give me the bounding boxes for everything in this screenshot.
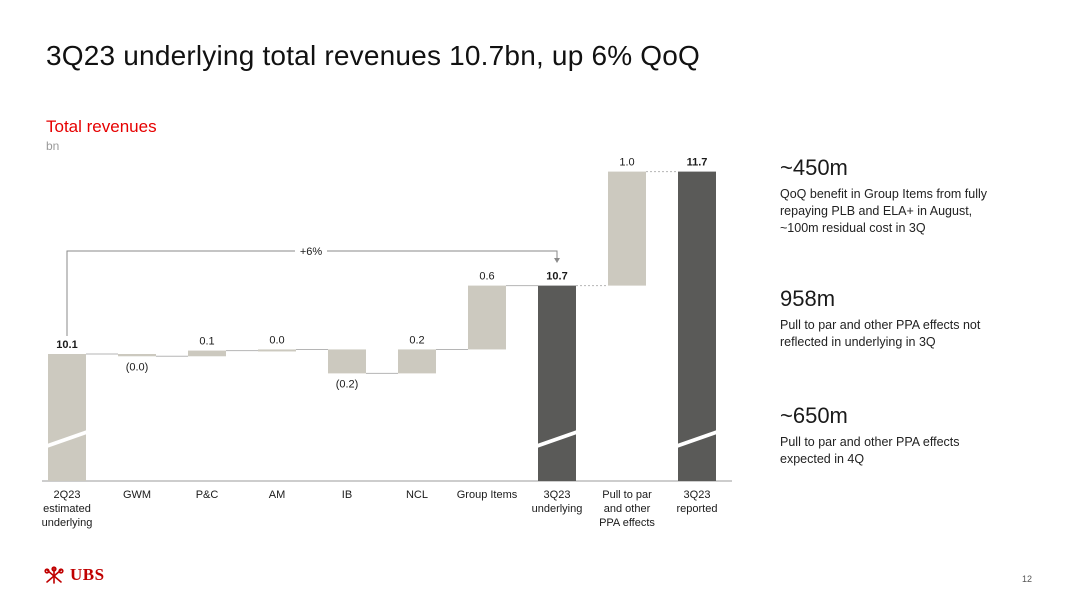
category-label: 3Q23 xyxy=(544,489,571,501)
category-label: NCL xyxy=(406,489,428,501)
note-text: QoQ benefit in Group Items from fully re… xyxy=(780,186,1040,237)
waterfall-chart: 10.1 2Q23 estimated underlying (0.0) GWM 0.1 P&… xyxy=(42,157,732,529)
page-title: 3Q23 underlying total revenues 10.7bn, u… xyxy=(46,40,701,71)
note-headline: 958m xyxy=(780,286,836,311)
bar-3 xyxy=(188,350,226,357)
axis-break-mark xyxy=(47,430,87,448)
bar-5 xyxy=(328,349,366,374)
note-text: Pull to par and other PPA effects expect… xyxy=(780,434,1040,468)
category-label: P&C xyxy=(196,489,219,501)
keys-icon xyxy=(44,566,64,584)
data-label: 0.2 xyxy=(409,334,424,346)
category-label: IB xyxy=(342,489,352,501)
bar-9 xyxy=(608,171,646,286)
bar-6 xyxy=(398,349,436,374)
bar-10 xyxy=(678,171,716,481)
note-line: reflected in underlying in 3Q xyxy=(780,335,936,349)
data-label: 11.7 xyxy=(687,157,708,169)
note-ppa-4q: ~650m Pull to par and other PPA effects … xyxy=(780,403,1040,468)
category-label: Group Items xyxy=(457,489,518,501)
chart-unit-label: bn xyxy=(46,139,60,153)
data-label: 0.6 xyxy=(479,271,494,283)
note-line: QoQ benefit in Group Items from fully xyxy=(780,187,988,201)
note-ppa-3q: 958m Pull to par and other PPA effects n… xyxy=(780,286,1040,351)
logo-wordmark: UBS xyxy=(70,565,105,584)
note-line: ~100m residual cost in 3Q xyxy=(780,221,926,235)
data-label: (0.2) xyxy=(336,378,359,390)
category-label: Pull to par xyxy=(602,489,652,501)
bar-4 xyxy=(258,349,296,352)
data-label: (0.0) xyxy=(126,361,149,373)
note-text: Pull to par and other PPA effects not re… xyxy=(780,317,1040,351)
data-label: 1.0 xyxy=(619,157,634,169)
category-label: estimated xyxy=(43,503,91,515)
data-label: 0.0 xyxy=(269,334,284,346)
data-label: 10.7 xyxy=(546,271,567,283)
category-label: and other xyxy=(604,503,651,515)
note-line: expected in 4Q xyxy=(780,452,865,466)
note-headline: ~450m xyxy=(780,155,848,180)
category-label: underlying xyxy=(532,503,583,515)
page-number: 12 xyxy=(1022,574,1033,584)
ubs-logo: UBS xyxy=(44,565,105,585)
note-line: Pull to par and other PPA effects xyxy=(780,435,960,449)
category-label: underlying xyxy=(42,517,93,529)
category-label: PPA effects xyxy=(599,517,655,529)
growth-label: +6% xyxy=(300,246,323,258)
note-line: Pull to par and other PPA effects not xyxy=(780,318,981,332)
note-line: repaying PLB and ELA+ in August, xyxy=(780,204,973,218)
note-group-items: ~450m QoQ benefit in Group Items from fu… xyxy=(780,155,1040,237)
category-label: GWM xyxy=(123,489,151,501)
bar-7 xyxy=(468,285,506,350)
bar-8 xyxy=(538,285,576,481)
bar-2 xyxy=(118,354,156,357)
bracket-arrow-icon xyxy=(554,258,560,263)
category-label: reported xyxy=(677,503,718,515)
axis-break-mark xyxy=(677,430,717,448)
data-label: 0.1 xyxy=(199,336,214,348)
bracket-label-bg xyxy=(295,243,327,259)
note-headline: ~650m xyxy=(780,403,848,428)
bar-1 xyxy=(48,354,86,481)
category-label: AM xyxy=(269,489,286,501)
chart-title: Total revenues xyxy=(46,117,157,136)
data-label: 10.1 xyxy=(56,339,77,351)
category-label: 3Q23 xyxy=(684,489,711,501)
category-label: 2Q23 xyxy=(54,489,81,501)
axis-break-mark xyxy=(537,430,577,448)
